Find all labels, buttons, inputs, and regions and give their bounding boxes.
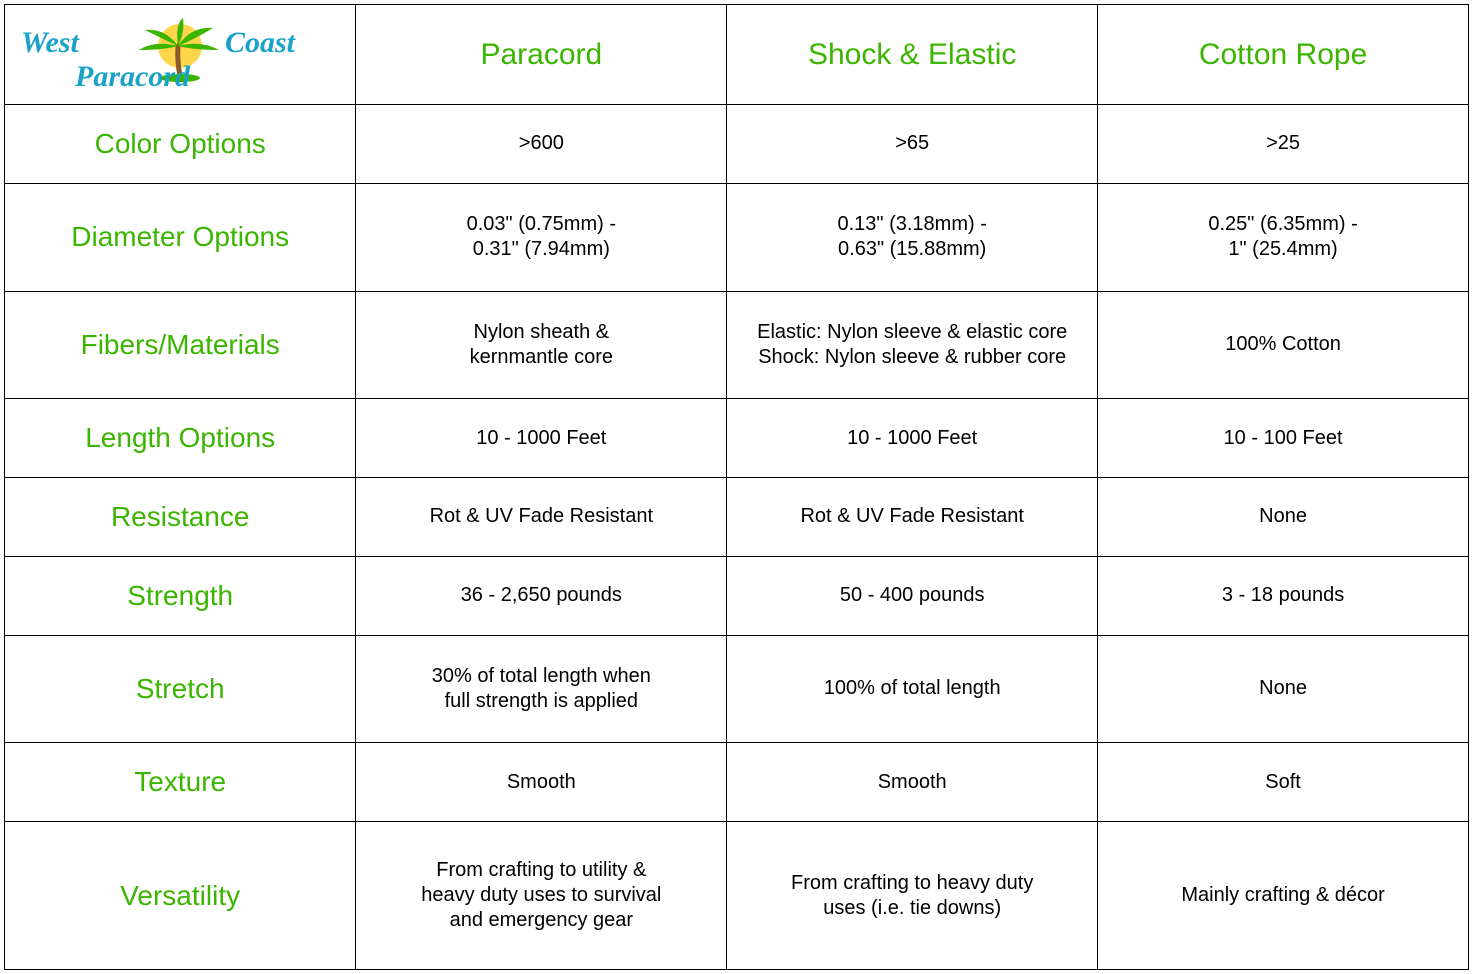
table-row: Color Options >600 >65 >25 (5, 105, 1469, 184)
data-cell: Rot & UV Fade Resistant (356, 478, 727, 557)
table-row: Resistance Rot & UV Fade Resistant Rot &… (5, 478, 1469, 557)
row-label-cell: Versatility (5, 822, 356, 970)
row-label-cell: Resistance (5, 478, 356, 557)
cell-text: Nylon sheath &kernmantle core (470, 321, 613, 368)
cell-text: 30% of total length whenfull strength is… (432, 665, 651, 712)
data-cell: 10 - 1000 Feet (727, 399, 1098, 478)
data-cell: 100% of total length (727, 635, 1098, 743)
table-row: Fibers/Materials Nylon sheath &kernmantl… (5, 291, 1469, 399)
cell-text: None (1259, 677, 1307, 699)
row-label-cell: Diameter Options (5, 183, 356, 291)
svg-text:Paracord: Paracord (74, 60, 191, 93)
data-cell: 10 - 100 Feet (1098, 399, 1469, 478)
cell-text: Soft (1265, 771, 1301, 793)
cell-text: Smooth (878, 771, 947, 793)
row-label: Resistance (111, 501, 250, 532)
data-cell: 50 - 400 pounds (727, 556, 1098, 635)
column-header-cotton-rope: Cotton Rope (1098, 5, 1469, 105)
cell-text: 3 - 18 pounds (1222, 584, 1344, 606)
cell-text: 10 - 1000 Feet (476, 427, 606, 449)
row-label: Diameter Options (71, 221, 289, 252)
cell-text: 100% of total length (824, 677, 1001, 699)
cell-text: Mainly crafting & décor (1181, 884, 1384, 906)
data-cell: Smooth (356, 743, 727, 822)
table-row: Diameter Options 0.03" (0.75mm) -0.31" (… (5, 183, 1469, 291)
data-cell: Smooth (727, 743, 1098, 822)
comparison-table: West Coast Paracord Paracord Shock & Ela… (4, 4, 1469, 970)
data-cell: None (1098, 635, 1469, 743)
row-label-cell: Texture (5, 743, 356, 822)
cell-text: None (1259, 505, 1307, 527)
row-label: Fibers/Materials (81, 329, 280, 360)
cell-text: >600 (519, 132, 564, 154)
brand-logo-cell: West Coast Paracord (5, 5, 356, 105)
data-cell: From crafting to heavy dutyuses (i.e. ti… (727, 822, 1098, 970)
data-cell: 3 - 18 pounds (1098, 556, 1469, 635)
data-cell: 30% of total length whenfull strength is… (356, 635, 727, 743)
row-label: Length Options (85, 422, 275, 453)
cell-text: 0.13" (3.18mm) -0.63" (15.88mm) (837, 213, 986, 260)
row-label-cell: Strength (5, 556, 356, 635)
data-cell: 0.03" (0.75mm) -0.31" (7.94mm) (356, 183, 727, 291)
cell-text: 0.03" (0.75mm) -0.31" (7.94mm) (467, 213, 616, 260)
data-cell: From crafting to utility &heavy duty use… (356, 822, 727, 970)
row-label-cell: Length Options (5, 399, 356, 478)
cell-text: Rot & UV Fade Resistant (800, 505, 1023, 527)
table-row: Versatility From crafting to utility &he… (5, 822, 1469, 970)
cell-text: 36 - 2,650 pounds (461, 584, 622, 606)
row-label: Stretch (136, 673, 225, 704)
svg-text:West: West (21, 26, 80, 59)
cell-text: From crafting to utility &heavy duty use… (421, 859, 661, 931)
data-cell: Rot & UV Fade Resistant (727, 478, 1098, 557)
cell-text: Smooth (507, 771, 576, 793)
data-cell: 0.25" (6.35mm) -1" (25.4mm) (1098, 183, 1469, 291)
table-row: Stretch 30% of total length whenfull str… (5, 635, 1469, 743)
data-cell: Mainly crafting & décor (1098, 822, 1469, 970)
cell-text: 100% Cotton (1225, 333, 1341, 355)
cell-text: 0.25" (6.35mm) -1" (25.4mm) (1208, 213, 1357, 260)
header-row: West Coast Paracord Paracord Shock & Ela… (5, 5, 1469, 105)
data-cell: >600 (356, 105, 727, 184)
data-cell: Soft (1098, 743, 1469, 822)
cell-text: Elastic: Nylon sleeve & elastic coreShoc… (757, 321, 1067, 368)
data-cell: >65 (727, 105, 1098, 184)
row-label: Strength (127, 580, 233, 611)
row-label-cell: Stretch (5, 635, 356, 743)
cell-text: 50 - 400 pounds (840, 584, 985, 606)
data-cell: Nylon sheath &kernmantle core (356, 291, 727, 399)
brand-logo-icon: West Coast Paracord (15, 16, 345, 94)
cell-text: 10 - 1000 Feet (847, 427, 977, 449)
svg-text:Coast: Coast (225, 26, 297, 59)
data-cell: >25 (1098, 105, 1469, 184)
header-label: Cotton Rope (1199, 38, 1367, 71)
row-label: Versatility (120, 880, 240, 911)
cell-text: >65 (895, 132, 929, 154)
row-label-cell: Fibers/Materials (5, 291, 356, 399)
data-cell: 10 - 1000 Feet (356, 399, 727, 478)
cell-text: 10 - 100 Feet (1224, 427, 1343, 449)
cell-text: >25 (1266, 132, 1300, 154)
header-label: Shock & Elastic (808, 38, 1016, 71)
data-cell: Elastic: Nylon sleeve & elastic coreShoc… (727, 291, 1098, 399)
data-cell: 100% Cotton (1098, 291, 1469, 399)
row-label: Texture (134, 766, 226, 797)
header-label: Paracord (480, 38, 602, 71)
column-header-shock-elastic: Shock & Elastic (727, 5, 1098, 105)
table-row: Texture Smooth Smooth Soft (5, 743, 1469, 822)
table-row: Strength 36 - 2,650 pounds 50 - 400 poun… (5, 556, 1469, 635)
table-row: Length Options 10 - 1000 Feet 10 - 1000 … (5, 399, 1469, 478)
data-cell: 36 - 2,650 pounds (356, 556, 727, 635)
data-cell: None (1098, 478, 1469, 557)
data-cell: 0.13" (3.18mm) -0.63" (15.88mm) (727, 183, 1098, 291)
cell-text: From crafting to heavy dutyuses (i.e. ti… (791, 872, 1033, 919)
cell-text: Rot & UV Fade Resistant (430, 505, 653, 527)
row-label-cell: Color Options (5, 105, 356, 184)
column-header-paracord: Paracord (356, 5, 727, 105)
row-label: Color Options (95, 128, 266, 159)
